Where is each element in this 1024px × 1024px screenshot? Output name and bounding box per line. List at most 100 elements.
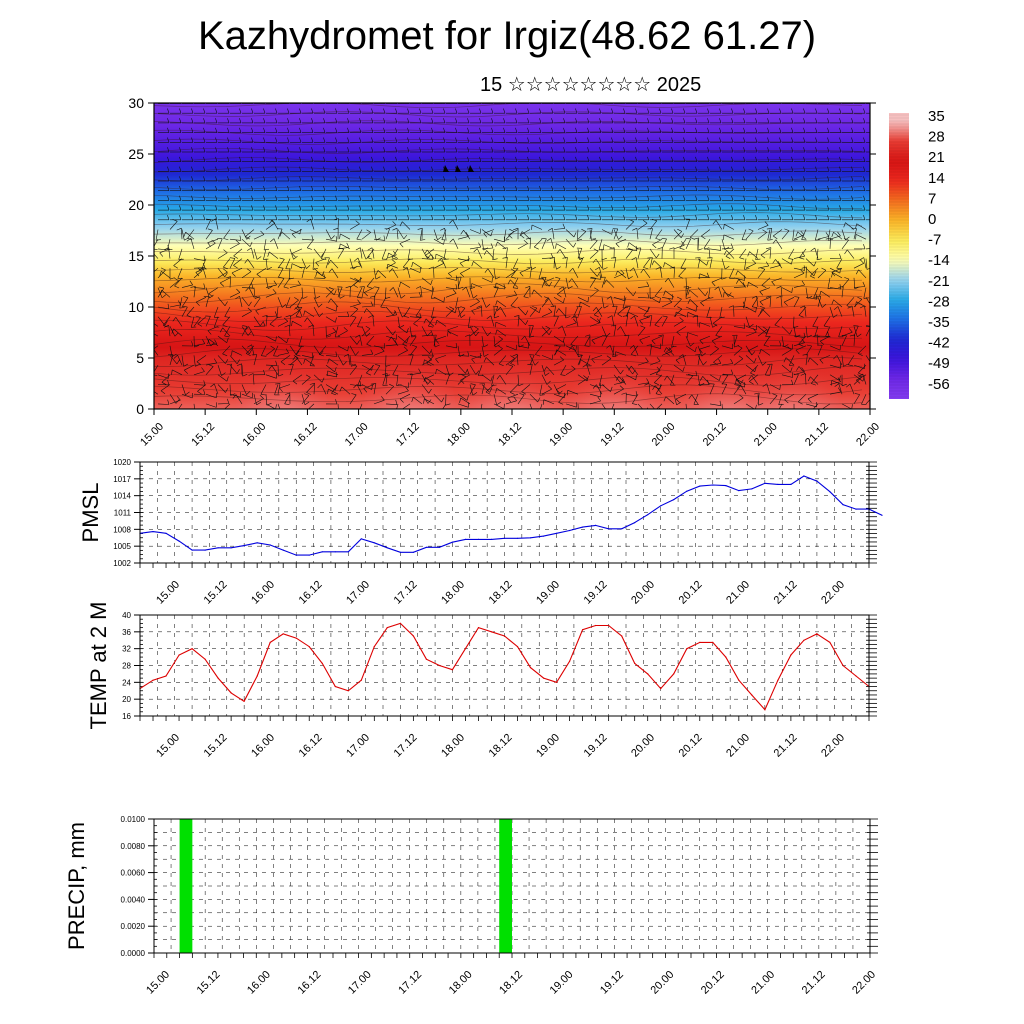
wind-barb-feather [515, 127, 518, 133]
wind-barb-feather [353, 384, 358, 389]
pmsl-data-point [660, 505, 662, 507]
wind-barb-feather [311, 166, 314, 172]
wind-barb-feather [467, 205, 470, 211]
wind-barb [481, 229, 492, 237]
wind-barb [636, 228, 639, 240]
wind-barb-feather [575, 137, 578, 143]
temp-data-point [569, 660, 571, 662]
wind-barb-feather [215, 156, 218, 162]
wind-barb-feather [503, 147, 506, 153]
wind-barb-feather [678, 276, 684, 279]
wind-barb [637, 286, 649, 288]
wind-barb-feather [642, 220, 648, 224]
wind-barb [680, 258, 687, 269]
wind-barb-feather [191, 341, 194, 347]
wind-barb [397, 390, 409, 395]
wind-barb [493, 403, 505, 409]
section-x-tick-label: 21.00 [752, 421, 780, 449]
wind-barb-feather [515, 118, 518, 123]
wind-barb-feather [311, 137, 314, 143]
wind-barb-feather [335, 317, 337, 323]
wind-barb-feather [515, 147, 518, 153]
wind-barb-feather [371, 384, 373, 390]
wind-barb [205, 393, 217, 399]
wind-barb [481, 336, 484, 348]
wind-barb-feather [428, 266, 434, 270]
wind-barb [490, 315, 495, 327]
wind-barb [558, 393, 567, 403]
wind-barb-feather [635, 118, 638, 123]
wind-barb [445, 293, 457, 298]
wind-barb-feather [661, 238, 667, 240]
wind-barb [573, 306, 579, 318]
wind-barb [233, 258, 243, 266]
wind-barb [853, 325, 859, 337]
wind-barb-feather [235, 296, 240, 300]
wind-barb-feather [424, 249, 428, 255]
wind-barb [169, 345, 173, 357]
wind-barb [301, 258, 307, 269]
wind-barb [373, 350, 385, 356]
wind-barb-feather [274, 311, 278, 317]
wind-barb-feather [427, 399, 432, 404]
wind-barb-feather [154, 248, 158, 250]
wind-barb [601, 297, 605, 309]
isotherm-line [154, 310, 863, 322]
wind-barb-feather [483, 233, 488, 238]
wind-barb-feather [465, 368, 469, 374]
wind-barb-feather [467, 185, 470, 191]
wind-barb-feather [176, 359, 180, 365]
wind-barb-feather [467, 147, 470, 153]
wind-barb [460, 397, 471, 405]
wind-barb-feather [755, 176, 758, 182]
wind-barb [637, 247, 642, 259]
wind-barb [675, 355, 687, 361]
wind-barb-feather [743, 147, 746, 153]
wind-barb-feather [215, 118, 218, 123]
wind-barb [361, 248, 367, 260]
wind-barb-feather [539, 166, 542, 172]
wind-barb [160, 384, 171, 392]
warm-core [466, 351, 558, 409]
wind-barb-feather [587, 137, 590, 143]
wind-barb-feather [229, 257, 235, 259]
wind-barb [448, 267, 459, 274]
wind-barb-feather [683, 156, 686, 162]
wind-barb-feather [255, 310, 259, 315]
wind-barb-feather [791, 147, 794, 153]
wind-barb-feather [215, 147, 218, 153]
wind-barb [320, 384, 327, 395]
wind-barb-feather [563, 215, 566, 220]
wind-barb-feather [292, 380, 298, 385]
wind-barb-feather [371, 166, 374, 172]
wind-barb-feather [515, 195, 518, 201]
pmsl-x-tick-label: 16.00 [249, 579, 277, 607]
wind-barb [577, 231, 587, 240]
wind-barb-feather [203, 176, 206, 182]
wind-barb-feather [815, 127, 818, 133]
wind-barb [222, 327, 231, 337]
wind-barb-feather [289, 277, 294, 280]
wind-barb [373, 399, 385, 405]
pmsl-data-point [334, 551, 336, 553]
wind-barb-feather [620, 269, 625, 274]
wind-barb-feather [263, 147, 266, 153]
wind-barb [529, 393, 538, 403]
wind-barb [469, 384, 474, 396]
wind-barb-feather [839, 166, 842, 172]
wind-barb-feather [275, 404, 277, 409]
temp-data-point [438, 664, 440, 667]
pmsl-data-point [451, 541, 453, 543]
wind-barb-feather [713, 362, 718, 366]
wind-barb-feather [851, 166, 854, 172]
wind-barb-feather [351, 364, 358, 367]
wind-barb-feather [227, 108, 230, 114]
wind-barb-feather [855, 223, 857, 229]
wind-barb [445, 374, 450, 385]
wind-barb-feather [479, 185, 482, 191]
wind-barb [469, 364, 477, 375]
wind-barb-feather [299, 215, 302, 220]
wind-barb-feather [179, 118, 182, 123]
temp-data-point [660, 688, 662, 690]
wind-barb-feather [803, 118, 806, 123]
